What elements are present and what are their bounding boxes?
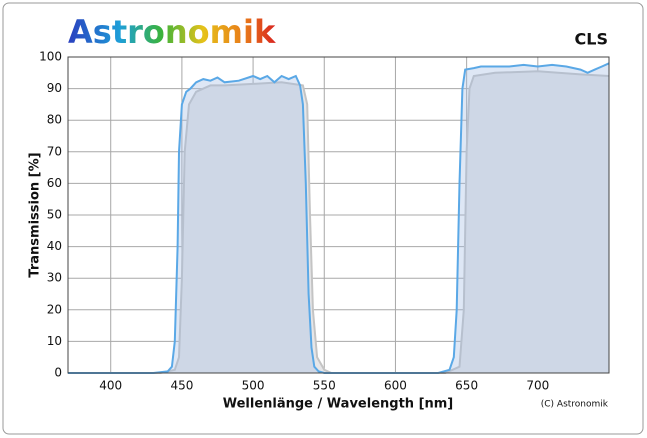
y-tick-label: 10 — [47, 334, 62, 348]
line — [68, 70, 610, 374]
y-tick-label: 50 — [47, 208, 62, 222]
y-tick-label: 20 — [47, 302, 62, 316]
y-tick-label: 0 — [54, 366, 62, 380]
area — [68, 71, 609, 373]
x-tick-label: 700 — [526, 379, 549, 393]
area — [68, 63, 609, 374]
y-tick-label: 70 — [47, 144, 62, 158]
logo: Astronomik — [68, 13, 276, 51]
plot — [67, 56, 610, 374]
credit: (C) Astronomik — [541, 400, 609, 410]
y-tick-label: 100 — [39, 50, 62, 64]
y-tick-label: 90 — [47, 81, 62, 95]
x-tick-label: 500 — [242, 379, 265, 393]
chart-title: CLS — [575, 30, 608, 49]
y-axis-label: Transmission [%] — [28, 152, 43, 277]
y-tick-label: 80 — [47, 113, 62, 127]
x-tick-label: 650 — [455, 379, 478, 393]
y-tick-label: 40 — [47, 239, 62, 253]
x-axis-label: Wellenlänge / Wavelength [nm] — [223, 397, 454, 412]
x-tick-label: 600 — [384, 379, 407, 393]
plot-border — [67, 56, 610, 374]
y-tick-label: 30 — [47, 271, 62, 285]
y-tick-label: 60 — [47, 176, 62, 190]
x-tick-label: 400 — [99, 379, 122, 393]
x-tick-label: 550 — [313, 379, 336, 393]
line — [68, 62, 610, 374]
x-tick-label: 450 — [170, 379, 193, 393]
